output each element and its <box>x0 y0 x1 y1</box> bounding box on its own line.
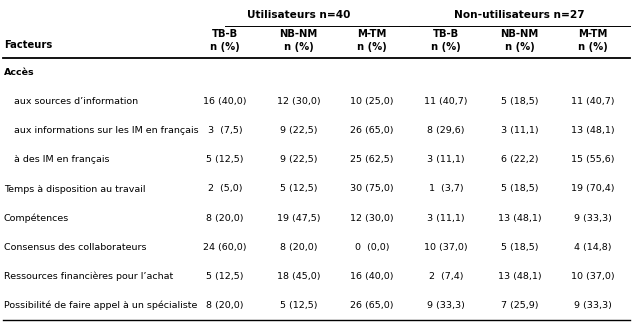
Text: 16 (40,0): 16 (40,0) <box>203 97 246 106</box>
Text: TB-B: TB-B <box>212 29 238 39</box>
Text: 2  (5,0): 2 (5,0) <box>207 185 242 194</box>
Text: Facteurs: Facteurs <box>4 40 52 50</box>
Text: 6 (22,2): 6 (22,2) <box>501 155 538 164</box>
Text: à des IM en français: à des IM en français <box>14 155 109 164</box>
Text: 8 (29,6): 8 (29,6) <box>427 126 465 135</box>
Text: 8 (20,0): 8 (20,0) <box>280 243 317 252</box>
Text: 5 (12,5): 5 (12,5) <box>206 155 243 164</box>
Text: TB-B: TB-B <box>433 29 459 39</box>
Text: n (%): n (%) <box>504 42 535 52</box>
Text: 25 (62,5): 25 (62,5) <box>350 155 394 164</box>
Text: 24 (60,0): 24 (60,0) <box>203 243 246 252</box>
Text: 13 (48,1): 13 (48,1) <box>497 272 542 281</box>
Text: 16 (40,0): 16 (40,0) <box>350 272 394 281</box>
Text: M-TM: M-TM <box>578 29 608 39</box>
Text: 15 (55,6): 15 (55,6) <box>571 155 615 164</box>
Text: 5 (18,5): 5 (18,5) <box>501 97 538 106</box>
Text: 5 (12,5): 5 (12,5) <box>280 185 317 194</box>
Text: n (%): n (%) <box>284 42 313 52</box>
Text: 9 (22,5): 9 (22,5) <box>280 126 317 135</box>
Text: Utilisateurs n=40: Utilisateurs n=40 <box>247 10 350 20</box>
Text: 2  (7,4): 2 (7,4) <box>428 272 463 281</box>
Text: 19 (70,4): 19 (70,4) <box>571 185 615 194</box>
Text: 5 (12,5): 5 (12,5) <box>280 301 317 310</box>
Text: 4 (14,8): 4 (14,8) <box>574 243 612 252</box>
Text: aux sources d’information: aux sources d’information <box>14 97 138 106</box>
Text: 7 (25,9): 7 (25,9) <box>501 301 538 310</box>
Text: NB-NM: NB-NM <box>501 29 538 39</box>
Text: 9 (33,3): 9 (33,3) <box>427 301 465 310</box>
Text: Temps à disposition au travail: Temps à disposition au travail <box>4 185 145 194</box>
Text: 0  (0,0): 0 (0,0) <box>355 243 389 252</box>
Text: 9 (33,3): 9 (33,3) <box>574 213 612 223</box>
Text: Possibilité de faire appel à un spécialiste: Possibilité de faire appel à un spéciali… <box>4 301 197 310</box>
Text: 10 (25,0): 10 (25,0) <box>350 97 394 106</box>
Text: NB-NM: NB-NM <box>279 29 318 39</box>
Text: 9 (33,3): 9 (33,3) <box>574 301 612 310</box>
Text: 5 (18,5): 5 (18,5) <box>501 243 538 252</box>
Text: 26 (65,0): 26 (65,0) <box>350 301 394 310</box>
Text: n (%): n (%) <box>578 42 608 52</box>
Text: 3 (11,1): 3 (11,1) <box>427 213 465 223</box>
Text: 10 (37,0): 10 (37,0) <box>424 243 468 252</box>
Text: 1  (3,7): 1 (3,7) <box>428 185 463 194</box>
Text: 12 (30,0): 12 (30,0) <box>350 213 394 223</box>
Text: 8 (20,0): 8 (20,0) <box>206 213 243 223</box>
Text: 13 (48,1): 13 (48,1) <box>497 213 542 223</box>
Text: Ressources financières pour l’achat: Ressources financières pour l’achat <box>4 272 173 281</box>
Text: 5 (12,5): 5 (12,5) <box>206 272 243 281</box>
Text: 8 (20,0): 8 (20,0) <box>206 301 243 310</box>
Text: n (%): n (%) <box>357 42 387 52</box>
Text: 5 (18,5): 5 (18,5) <box>501 185 538 194</box>
Text: 12 (30,0): 12 (30,0) <box>277 97 320 106</box>
Text: 3 (11,1): 3 (11,1) <box>427 155 465 164</box>
Text: 13 (48,1): 13 (48,1) <box>571 126 615 135</box>
Text: Consensus des collaborateurs: Consensus des collaborateurs <box>4 243 147 252</box>
Text: 18 (45,0): 18 (45,0) <box>277 272 320 281</box>
Text: 10 (37,0): 10 (37,0) <box>571 272 615 281</box>
Text: Accès: Accès <box>4 68 35 77</box>
Text: M-TM: M-TM <box>358 29 387 39</box>
Text: 30 (75,0): 30 (75,0) <box>350 185 394 194</box>
Text: 3 (11,1): 3 (11,1) <box>501 126 538 135</box>
Text: n (%): n (%) <box>210 42 240 52</box>
Text: aux informations sur les IM en français: aux informations sur les IM en français <box>14 126 198 135</box>
Text: Compétences: Compétences <box>4 213 70 223</box>
Text: Non-utilisateurs n=27: Non-utilisateurs n=27 <box>454 10 585 20</box>
Text: 3  (7,5): 3 (7,5) <box>207 126 242 135</box>
Text: 11 (40,7): 11 (40,7) <box>571 97 615 106</box>
Text: 19 (47,5): 19 (47,5) <box>277 213 320 223</box>
Text: 26 (65,0): 26 (65,0) <box>350 126 394 135</box>
Text: 11 (40,7): 11 (40,7) <box>424 97 468 106</box>
Text: n (%): n (%) <box>431 42 461 52</box>
Text: 9 (22,5): 9 (22,5) <box>280 155 317 164</box>
